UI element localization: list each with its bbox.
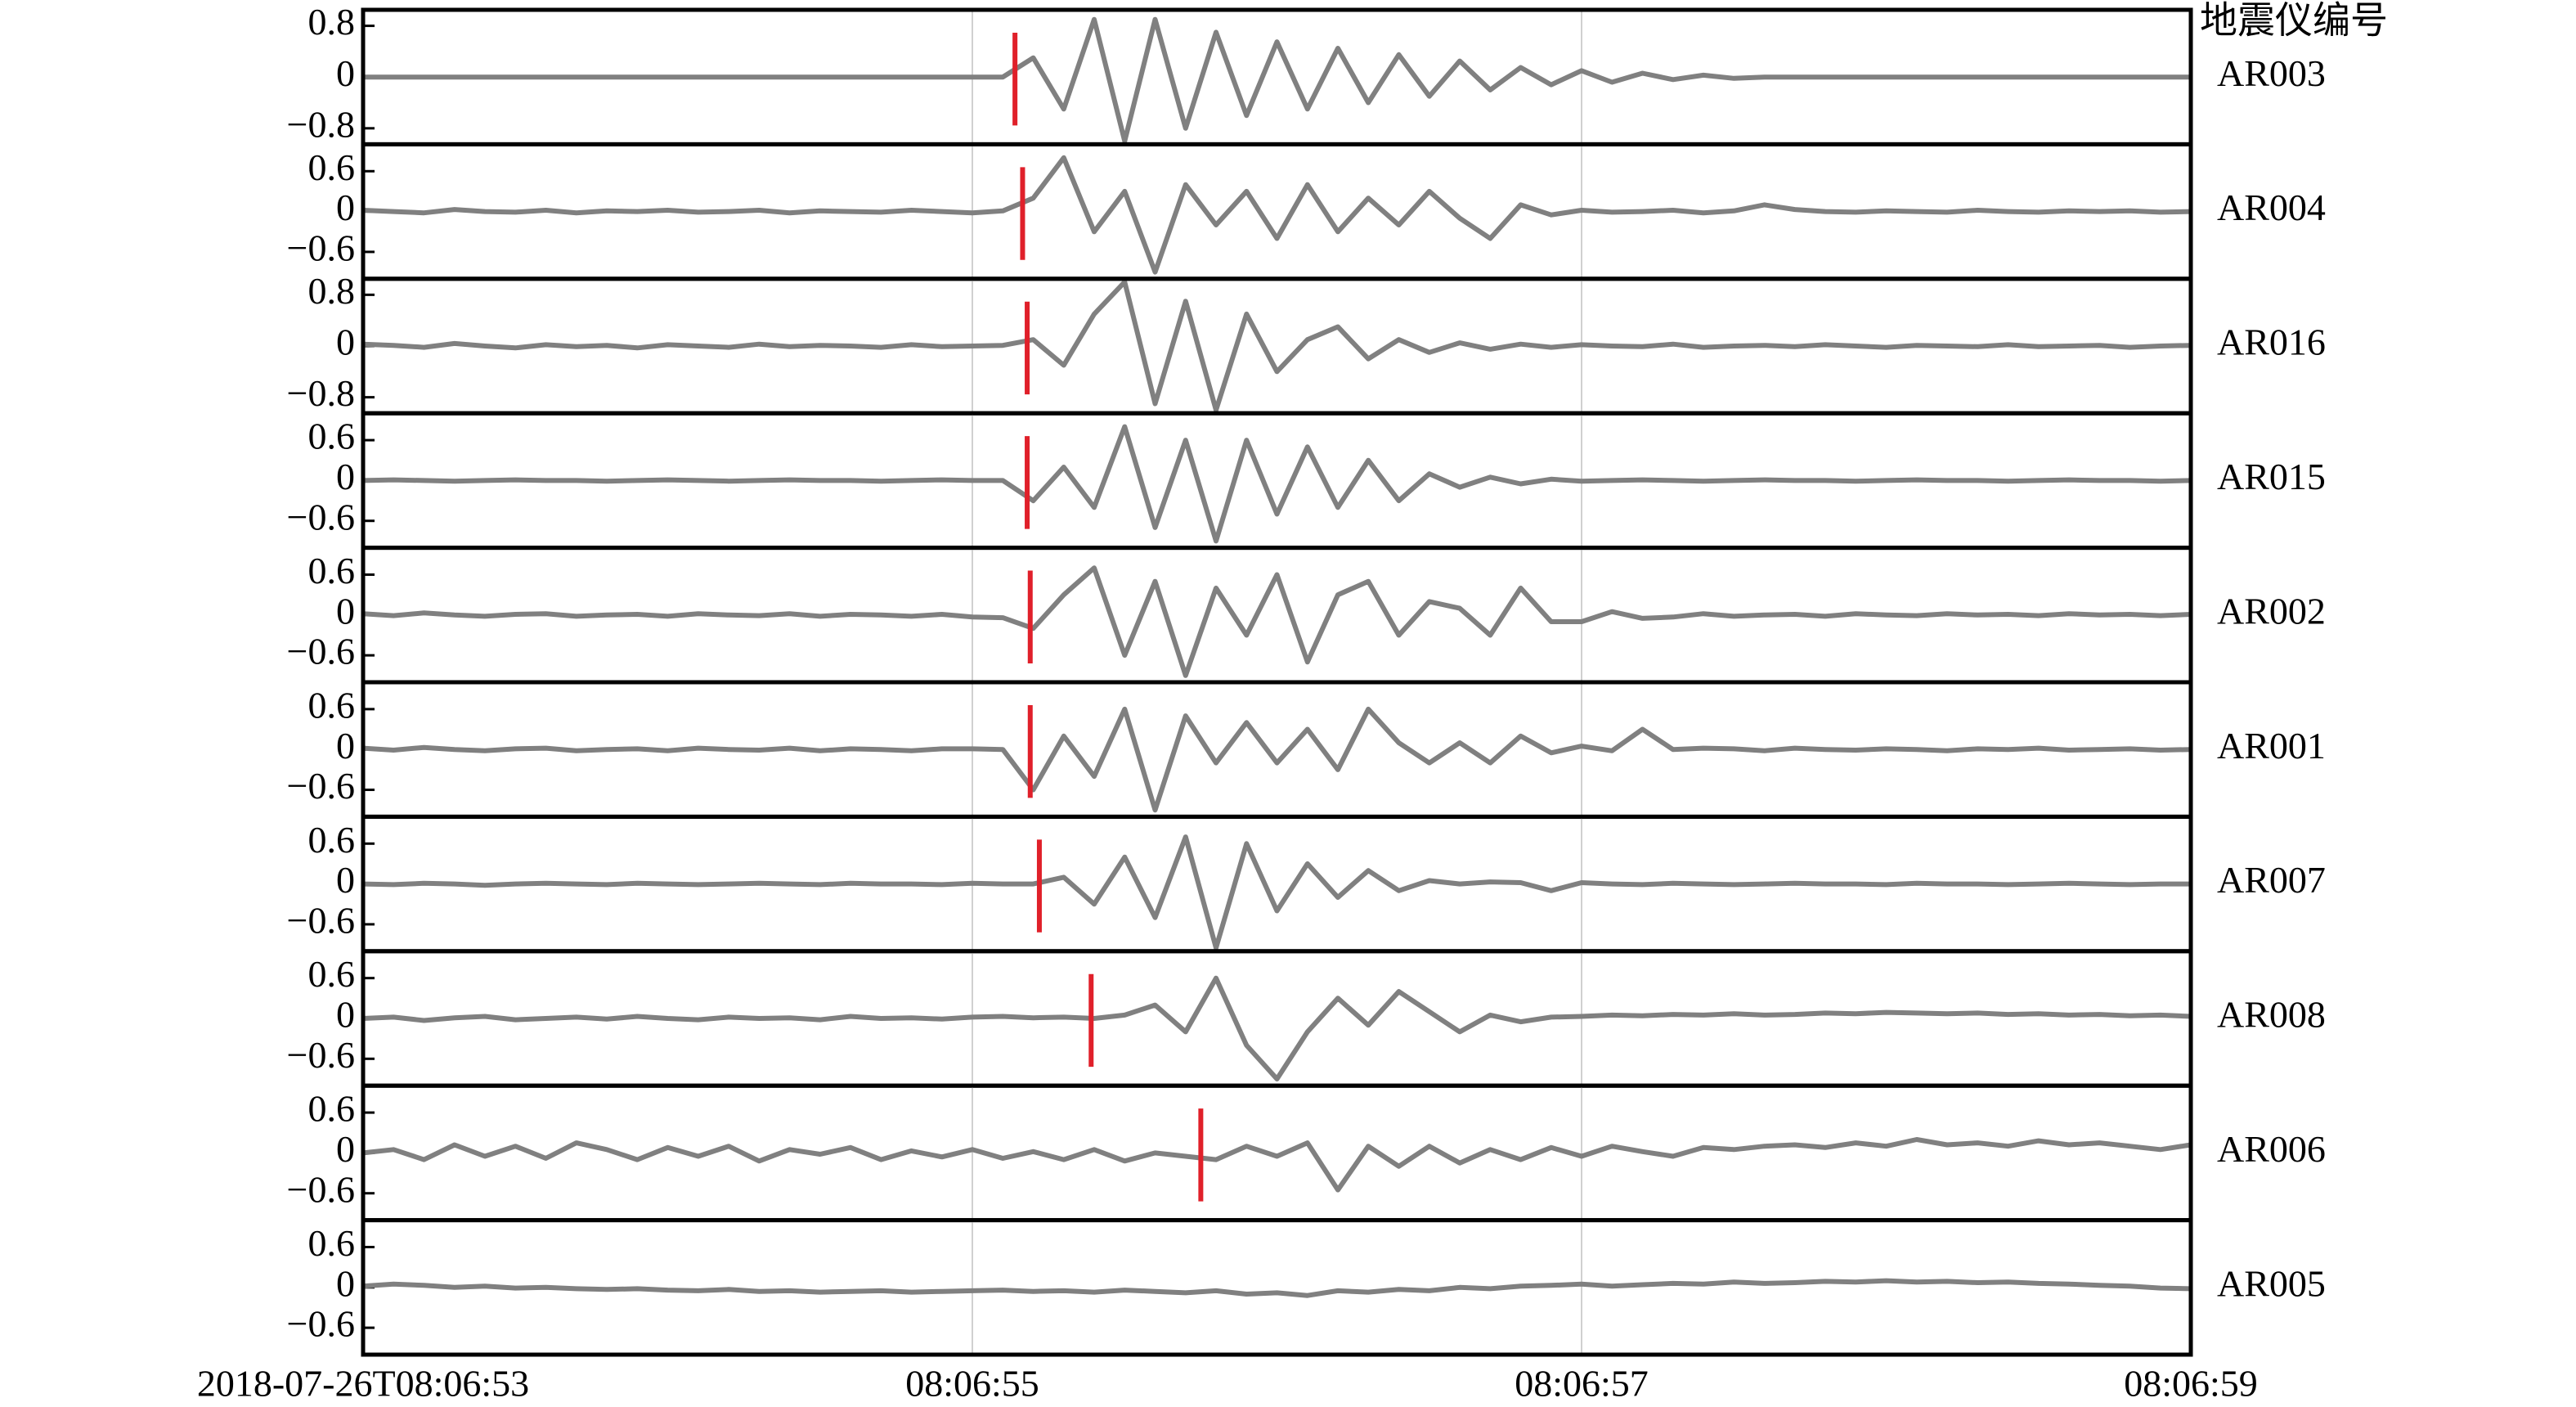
station-label: AR015	[2217, 456, 2326, 497]
station-header: 地震仪编号	[2200, 0, 2388, 42]
y-tick-label: −0.8	[287, 103, 355, 145]
y-tick-label: −0.6	[287, 1303, 355, 1345]
station-label: AR016	[2217, 321, 2326, 363]
y-tick-label: 0.8	[308, 270, 356, 312]
y-tick-label: 0	[336, 994, 355, 1036]
waveform	[362, 279, 2192, 413]
panel-frame	[361, 1218, 2193, 1357]
station-label: AR002	[2217, 590, 2326, 632]
y-tick-label: −0.6	[287, 496, 355, 537]
x-tick-label: 2018-07-26T08:06:53	[197, 1363, 529, 1405]
station-label: AR003	[2217, 52, 2326, 94]
waveform	[362, 706, 2192, 813]
y-tick-label: 0	[336, 456, 355, 497]
waveform	[362, 975, 2192, 1081]
y-tick-label: 0.6	[308, 146, 356, 188]
y-tick-label: −0.8	[287, 372, 355, 414]
y-tick-label: −0.6	[287, 899, 355, 941]
y-tick-label: −0.6	[287, 227, 355, 268]
station-label: AR007	[2217, 859, 2326, 901]
waveform	[363, 16, 2191, 144]
y-tick-label: 0.6	[308, 819, 356, 861]
y-tick-label: 0.6	[308, 1088, 356, 1130]
waveform	[362, 834, 2191, 951]
waveform	[362, 565, 2192, 678]
waveform	[362, 1137, 2192, 1193]
x-tick-label: 08:06:59	[2124, 1363, 2258, 1405]
y-tick-label: 0.6	[308, 953, 356, 995]
y-tick-label: 0	[336, 187, 355, 228]
y-tick-label: 0	[336, 1262, 355, 1304]
station-label: AR001	[2217, 725, 2326, 766]
y-tick-label: −0.6	[287, 765, 355, 807]
station-label: AR004	[2217, 187, 2326, 228]
station-label: AR006	[2217, 1128, 2326, 1170]
y-tick-label: 0.6	[308, 684, 356, 726]
y-tick-label: 0.6	[308, 416, 356, 457]
x-tick-label: 08:06:55	[905, 1363, 1039, 1405]
y-tick-label: 0	[336, 1128, 355, 1170]
y-tick-label: 0	[336, 321, 355, 363]
y-tick-label: 0	[336, 590, 355, 632]
waveform	[362, 424, 2192, 544]
waveform	[362, 155, 2192, 275]
y-tick-label: 0	[336, 725, 355, 766]
station-label: AR008	[2217, 994, 2326, 1036]
y-tick-label: 0	[336, 52, 355, 94]
y-tick-label: 0	[336, 859, 355, 901]
y-tick-label: −0.6	[287, 1168, 355, 1210]
y-tick-label: 0.8	[308, 1, 356, 43]
x-tick-label: 08:06:57	[1515, 1363, 1649, 1405]
panel-frame	[361, 1083, 2193, 1223]
y-tick-label: 0.6	[308, 550, 356, 591]
y-tick-label: 0.6	[308, 1222, 356, 1264]
y-tick-label: −0.6	[287, 631, 355, 672]
waveform	[362, 1278, 2192, 1298]
y-tick-label: −0.6	[287, 1034, 355, 1076]
station-label: AR005	[2217, 1262, 2326, 1304]
